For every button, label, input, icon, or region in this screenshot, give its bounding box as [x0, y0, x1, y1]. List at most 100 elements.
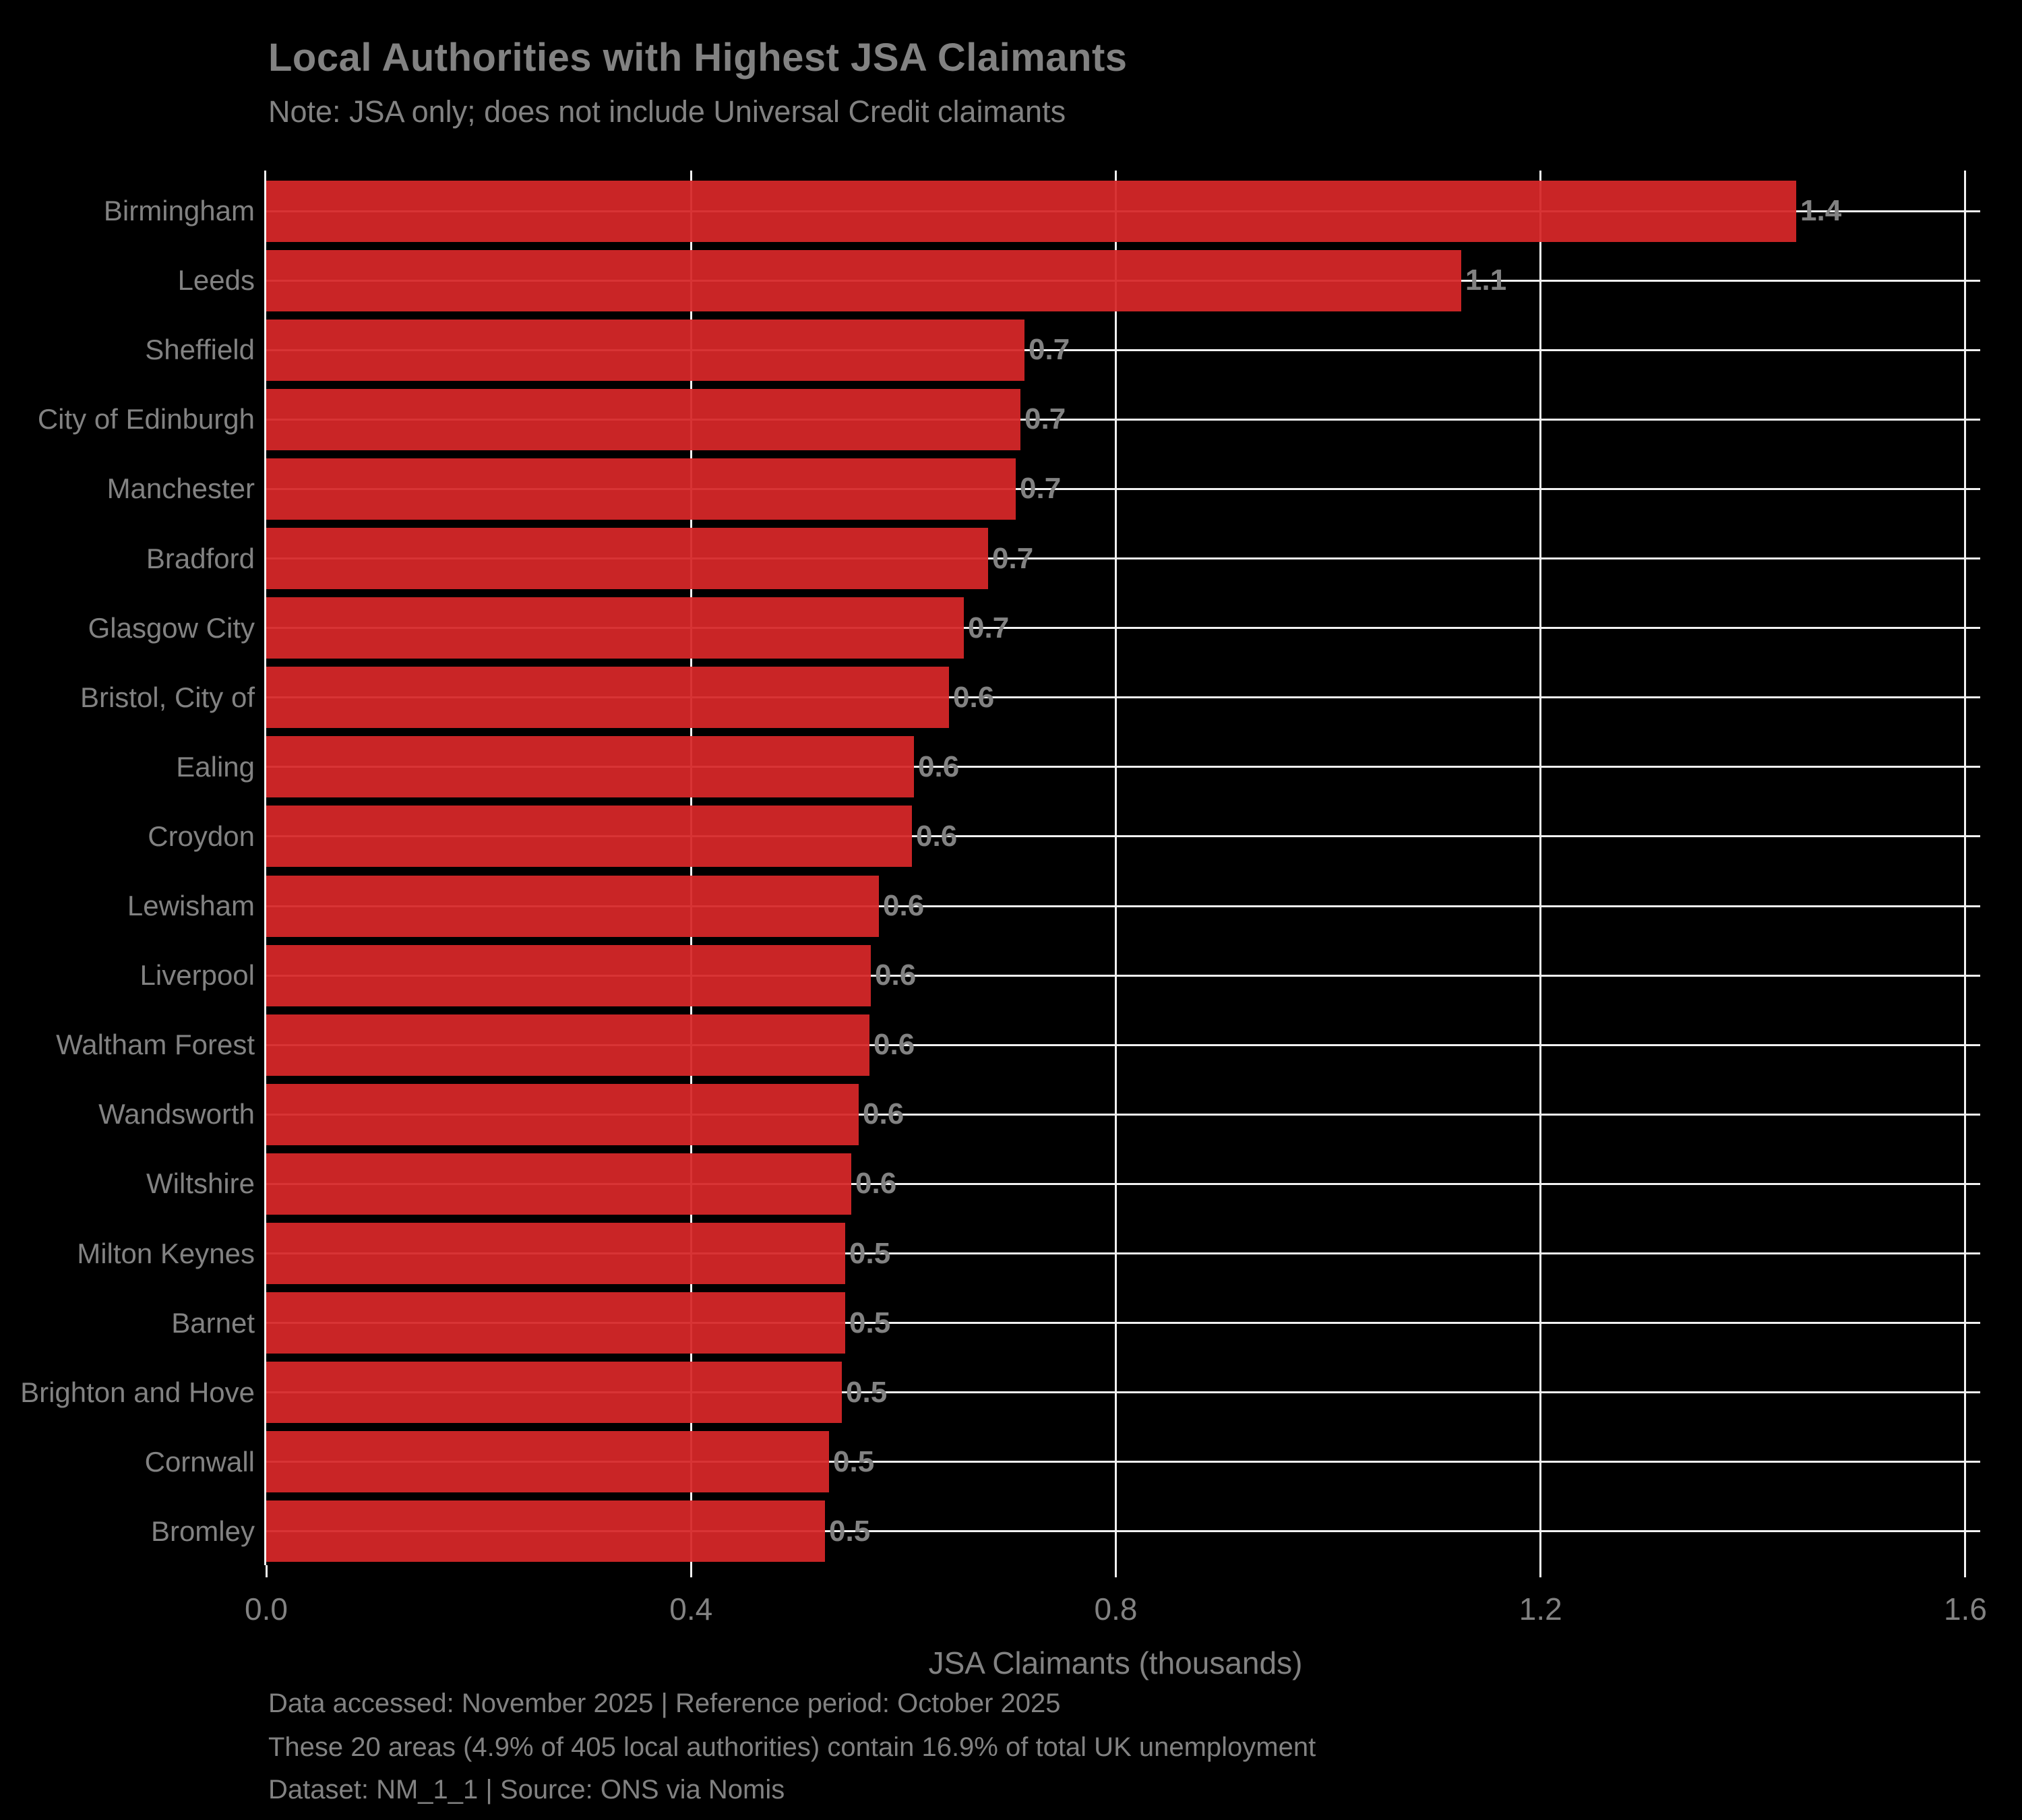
bar-value-label: 0.7: [968, 611, 1010, 644]
x-tick-mark: [265, 1565, 268, 1577]
bar-value-label: 0.5: [846, 1375, 888, 1409]
bar-cornwall: [266, 1431, 829, 1493]
y-axis-label: Barnet: [171, 1306, 255, 1339]
y-axis-label: Bromley: [150, 1515, 255, 1547]
chart-subtitle: Note: JSA only; does not include Univers…: [268, 94, 1066, 129]
bar-value-label: 0.6: [918, 750, 960, 783]
bar-value-label: 0.5: [849, 1236, 891, 1270]
bar-value-label: 0.6: [883, 889, 925, 922]
bar-value-label: 0.6: [916, 819, 958, 853]
y-axis-spine: [264, 171, 266, 1565]
y-axis-label: Waltham Forest: [56, 1029, 255, 1061]
y-gridline: [266, 487, 1980, 490]
bar-value-label: 0.5: [849, 1306, 891, 1339]
bar-value-label: 0.7: [1020, 472, 1062, 506]
y-axis-label: Lewisham: [127, 890, 255, 921]
x-tick-label: 1.2: [1519, 1591, 1562, 1627]
bar-bromley: [266, 1500, 825, 1563]
bar-value-label: 0.6: [863, 1097, 905, 1131]
x-axis-label: JSA Claimants (thousands): [928, 1645, 1303, 1680]
bar-value-label: 0.7: [1029, 333, 1070, 367]
bar-value-label: 0.5: [833, 1445, 875, 1478]
bar-croydon: [266, 806, 912, 868]
y-axis-label: City of Edinburgh: [37, 403, 255, 435]
bar-value-label: 1.1: [1465, 264, 1507, 297]
chart-title: Local Authorities with Highest JSA Claim…: [268, 36, 1128, 80]
x-gridline: [1539, 171, 1542, 1565]
y-axis-label: Sheffield: [145, 334, 255, 366]
y-gridline: [266, 905, 1980, 907]
y-gridline: [266, 1391, 1980, 1394]
y-gridline: [266, 1113, 1980, 1116]
bar-milton-keynes: [266, 1223, 845, 1284]
bar-liverpool: [266, 944, 871, 1006]
bar-value-label: 0.6: [855, 1167, 897, 1201]
y-gridline: [266, 1043, 1980, 1046]
bar-wiltshire: [266, 1153, 851, 1215]
y-gridline: [266, 1322, 1980, 1325]
y-gridline: [266, 835, 1980, 838]
bar-barnet: [266, 1292, 845, 1354]
bar-value-label: 0.6: [953, 680, 995, 714]
y-axis-label: Birmingham: [103, 195, 255, 226]
y-axis-label: Wiltshire: [146, 1167, 255, 1200]
x-tick-mark: [1964, 1565, 1967, 1577]
x-tick-label: 0.4: [669, 1591, 713, 1627]
bar-value-label: 0.5: [829, 1514, 871, 1548]
x-tick-label: 0.0: [245, 1591, 288, 1627]
bar-sheffield: [266, 319, 1024, 381]
y-gridline: [266, 1252, 1980, 1254]
bar-city-of-edinburgh: [266, 388, 1020, 450]
bar-value-label: 0.6: [874, 1028, 915, 1062]
y-axis-label: Milton Keynes: [77, 1237, 255, 1269]
bar-brighton-and-hove: [266, 1362, 842, 1424]
y-gridline: [266, 557, 1980, 559]
bar-value-label: 0.6: [875, 959, 917, 992]
x-gridline: [1114, 171, 1117, 1565]
y-axis-label: Cornwall: [144, 1445, 255, 1478]
y-gridline: [266, 1530, 1980, 1533]
bar-ealing: [266, 736, 914, 798]
bar-bristol-city-of: [266, 667, 949, 729]
y-gridline: [266, 348, 1980, 351]
bar-leeds: [266, 249, 1461, 311]
y-axis-label: Manchester: [106, 473, 255, 505]
y-gridline: [266, 696, 1980, 699]
bar-waltham-forest: [266, 1014, 869, 1076]
bar-value-label: 0.7: [992, 541, 1034, 575]
x-tick-label: 0.8: [1094, 1591, 1138, 1627]
x-tick-label: 1.6: [1943, 1591, 1987, 1627]
y-axis-label: Liverpool: [140, 959, 255, 992]
y-axis-label: Leeds: [177, 264, 255, 297]
plot-area: 0.0 0.4 0.8 1.2 1.6 Birmingham 1.4 Leeds 1.1 Shef…: [0, 171, 2022, 1627]
y-gridline: [266, 1461, 1980, 1463]
bar-glasgow-city: [266, 597, 964, 659]
footer-note-source: Dataset: NM_1_1 | Source: ONS via Nomis: [268, 1775, 785, 1804]
x-gridline: [690, 171, 692, 1565]
footer-note-coverage: These 20 areas (4.9% of 405 local author…: [268, 1732, 1316, 1762]
y-gridline: [266, 1182, 1980, 1185]
x-tick-mark: [690, 1565, 692, 1577]
y-axis-label: Glasgow City: [88, 611, 255, 644]
footer-note-accessed: Data accessed: November 2025 | Reference…: [268, 1689, 1061, 1718]
bar-birmingham: [266, 180, 1796, 242]
y-axis-label: Brighton and Hove: [20, 1376, 255, 1408]
y-gridline: [266, 418, 1980, 421]
y-axis-label: Bradford: [146, 542, 255, 574]
bar-lewisham: [266, 875, 879, 937]
x-gridline: [1964, 171, 1967, 1565]
bar-value-label: 1.4: [1800, 194, 1842, 227]
bar-wandsworth: [266, 1083, 859, 1145]
bar-value-label: 0.7: [1024, 402, 1066, 436]
bar-manchester: [266, 458, 1016, 520]
y-gridline: [266, 974, 1980, 977]
y-axis-label: Wandsworth: [98, 1098, 255, 1130]
bar-bradford: [266, 528, 988, 589]
x-tick-mark: [1114, 1565, 1117, 1577]
y-axis-label: Croydon: [148, 820, 255, 852]
y-axis-label: Bristol, City of: [80, 681, 255, 713]
y-axis-label: Ealing: [176, 750, 255, 783]
x-tick-mark: [1539, 1565, 1542, 1577]
y-gridline: [266, 766, 1980, 768]
